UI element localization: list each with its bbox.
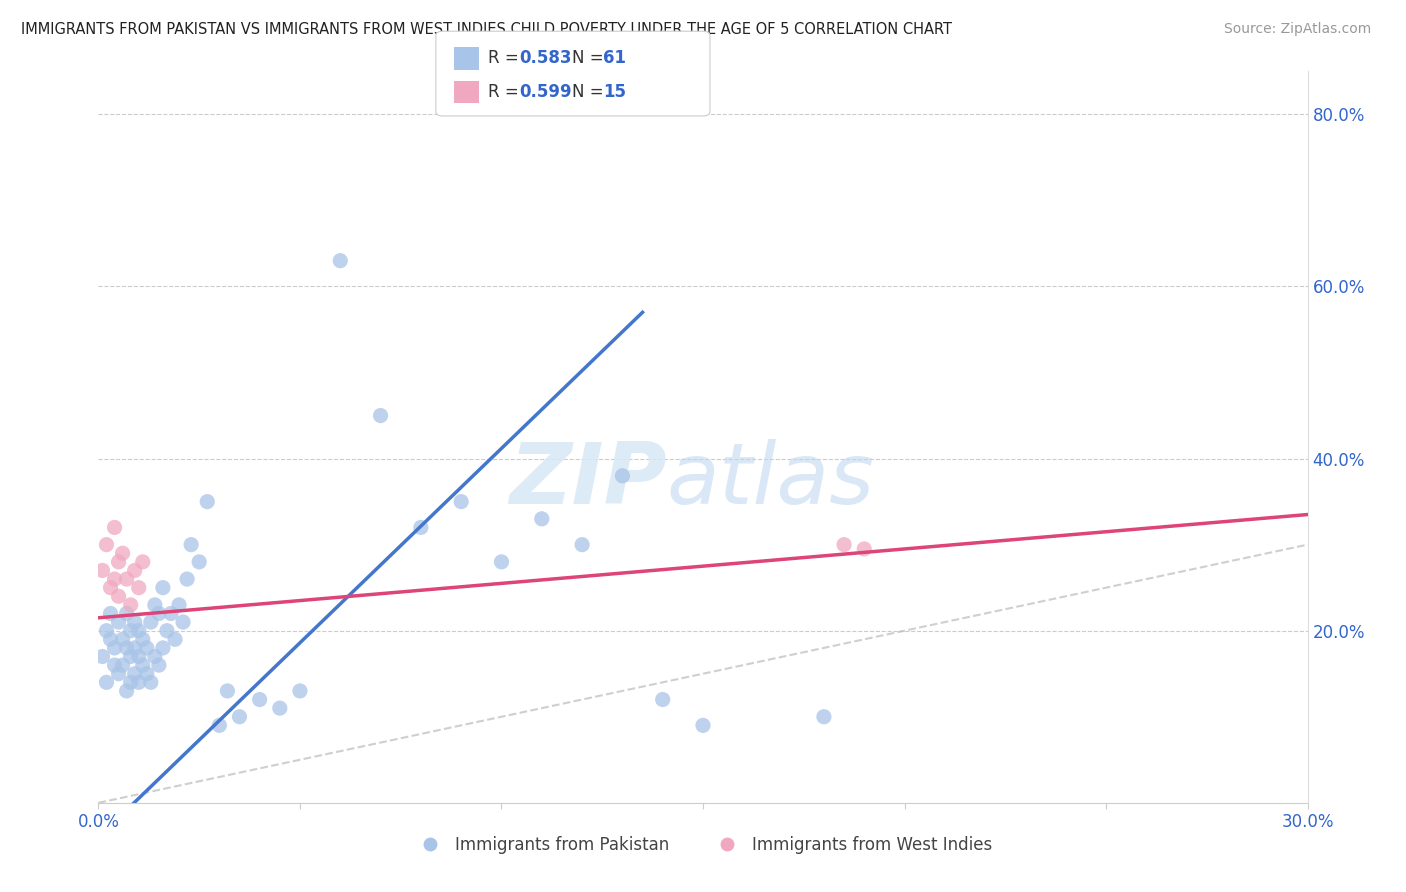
- Point: [152, 640, 174, 655]
- Point: [103, 520, 125, 534]
- Point: [176, 572, 198, 586]
- Point: [107, 666, 129, 681]
- Point: [115, 607, 138, 621]
- Point: [167, 598, 190, 612]
- Point: [853, 541, 876, 556]
- Point: [135, 640, 157, 655]
- Text: 15: 15: [603, 83, 626, 102]
- Point: [100, 607, 122, 621]
- Point: [120, 649, 142, 664]
- Point: [124, 564, 146, 578]
- Text: 0.583: 0.583: [519, 49, 571, 68]
- Point: [148, 607, 170, 621]
- Point: [249, 692, 271, 706]
- Point: [100, 581, 122, 595]
- Point: [132, 632, 155, 647]
- Point: [132, 658, 155, 673]
- Point: [172, 615, 194, 629]
- Point: [152, 581, 174, 595]
- Point: [530, 512, 553, 526]
- Point: [128, 675, 150, 690]
- Text: IMMIGRANTS FROM PAKISTAN VS IMMIGRANTS FROM WEST INDIES CHILD POVERTY UNDER THE : IMMIGRANTS FROM PAKISTAN VS IMMIGRANTS F…: [21, 22, 952, 37]
- Point: [139, 615, 162, 629]
- Point: [111, 632, 134, 647]
- Point: [91, 649, 114, 664]
- Point: [115, 572, 138, 586]
- Point: [107, 589, 129, 603]
- Point: [135, 666, 157, 681]
- Point: [651, 692, 673, 706]
- Text: R =: R =: [488, 49, 524, 68]
- Text: R =: R =: [488, 83, 524, 102]
- Point: [124, 666, 146, 681]
- Point: [107, 615, 129, 629]
- Point: [103, 658, 125, 673]
- Text: N =: N =: [572, 49, 609, 68]
- Point: [208, 718, 231, 732]
- Point: [128, 624, 150, 638]
- Point: [217, 684, 239, 698]
- Text: ZIP: ZIP: [509, 440, 666, 523]
- Point: [96, 624, 118, 638]
- Point: [124, 640, 146, 655]
- Point: [128, 649, 150, 664]
- Point: [491, 555, 513, 569]
- Point: [115, 684, 138, 698]
- Text: N =: N =: [572, 83, 609, 102]
- Text: 61: 61: [603, 49, 626, 68]
- Point: [107, 555, 129, 569]
- Point: [612, 468, 634, 483]
- Point: [288, 684, 311, 698]
- Point: [143, 598, 166, 612]
- Legend: Immigrants from Pakistan, Immigrants from West Indies: Immigrants from Pakistan, Immigrants fro…: [406, 829, 1000, 860]
- Point: [269, 701, 291, 715]
- Point: [100, 632, 122, 647]
- Point: [163, 632, 186, 647]
- Point: [195, 494, 218, 508]
- Point: [329, 253, 352, 268]
- Point: [120, 624, 142, 638]
- Point: [450, 494, 472, 508]
- Point: [832, 538, 855, 552]
- Point: [156, 624, 179, 638]
- Point: [813, 710, 835, 724]
- Point: [120, 675, 142, 690]
- Point: [692, 718, 714, 732]
- Point: [128, 581, 150, 595]
- Text: Source: ZipAtlas.com: Source: ZipAtlas.com: [1223, 22, 1371, 37]
- Point: [143, 649, 166, 664]
- Point: [180, 538, 202, 552]
- Point: [409, 520, 432, 534]
- Point: [124, 615, 146, 629]
- Point: [571, 538, 593, 552]
- Point: [120, 598, 142, 612]
- Text: 0.599: 0.599: [519, 83, 571, 102]
- Point: [111, 658, 134, 673]
- Point: [160, 607, 183, 621]
- Text: atlas: atlas: [666, 440, 875, 523]
- Point: [103, 572, 125, 586]
- Point: [139, 675, 162, 690]
- Point: [96, 538, 118, 552]
- Point: [91, 564, 114, 578]
- Point: [115, 640, 138, 655]
- Point: [96, 675, 118, 690]
- Point: [111, 546, 134, 560]
- Point: [228, 710, 250, 724]
- Point: [370, 409, 392, 423]
- Point: [103, 640, 125, 655]
- Point: [132, 555, 155, 569]
- Point: [148, 658, 170, 673]
- Point: [188, 555, 211, 569]
